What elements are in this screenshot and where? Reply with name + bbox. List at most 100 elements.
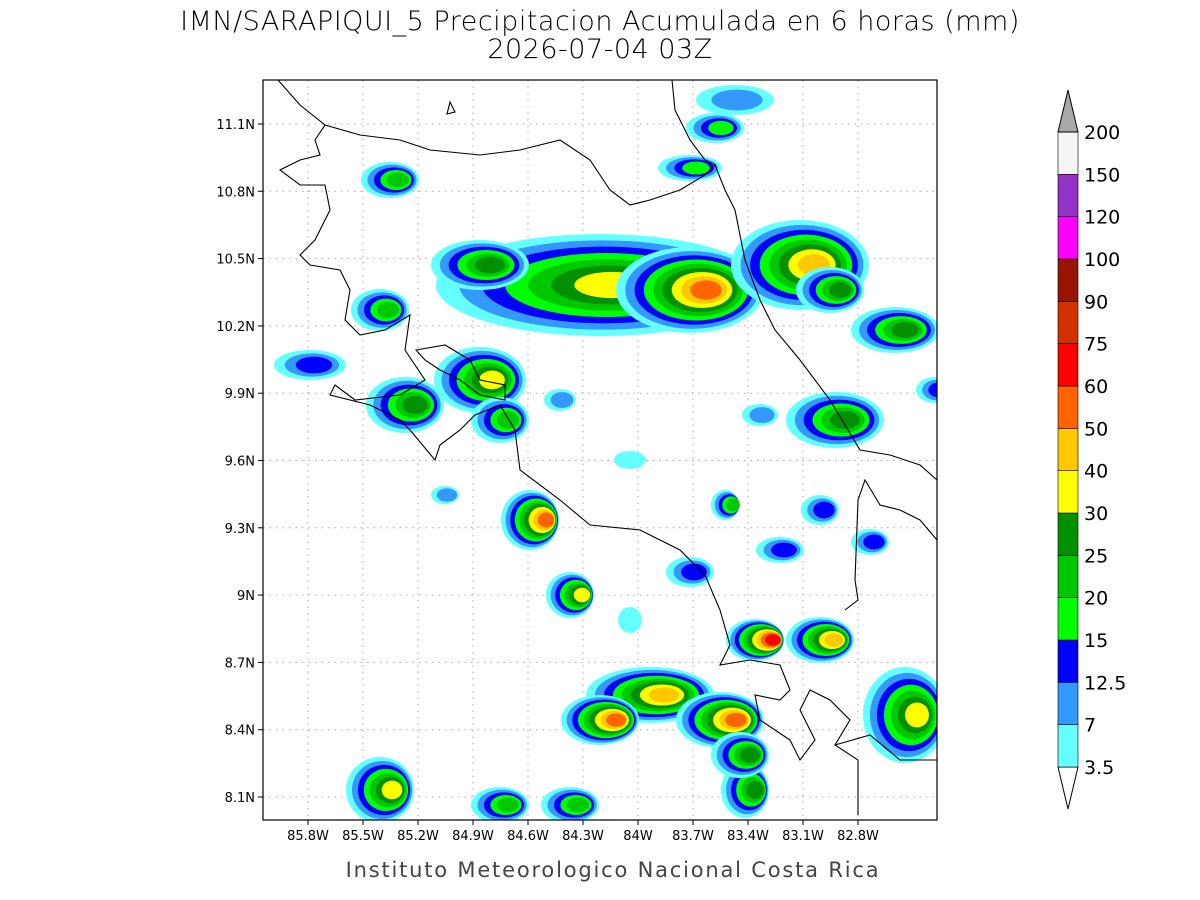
colorbar-label: 200 <box>1084 122 1120 144</box>
y-tick-label: 8.7N <box>225 656 255 671</box>
map-frame <box>262 79 938 821</box>
rain-contour <box>725 712 747 728</box>
rain-contour <box>295 356 333 374</box>
y-tick-label: 9.6N <box>225 455 255 470</box>
y-tick-label: 11.1N <box>216 118 255 133</box>
rain-contour <box>537 512 555 528</box>
colorbar-swatch <box>1057 301 1079 344</box>
colorbar-swatch <box>1057 216 1079 260</box>
coastline <box>414 344 506 401</box>
y-tick-label: 9.9N <box>225 387 255 402</box>
border <box>324 124 937 481</box>
island <box>446 100 456 115</box>
colorbar-swatch <box>1057 470 1079 514</box>
rain-contour <box>614 451 646 469</box>
x-tick-label: 84.3W <box>562 829 604 844</box>
rain-contour <box>828 282 852 298</box>
colorbar-label: 25 <box>1084 545 1108 567</box>
rain-contour <box>749 407 775 423</box>
coastlines <box>277 80 937 815</box>
rain-contour <box>726 498 740 512</box>
x-tick-label: 84.6W <box>507 829 549 844</box>
colorbar-label: 15 <box>1084 630 1108 652</box>
rain-contour <box>496 797 520 813</box>
colorbar-label: 30 <box>1084 503 1108 525</box>
colorbar-label: 75 <box>1084 334 1108 356</box>
rain-contour <box>739 747 761 763</box>
x-tick-label: 84W <box>623 829 653 844</box>
colorbar-swatch <box>1057 428 1079 471</box>
x-tick-label: 84.9W <box>452 829 494 844</box>
rain-contour <box>606 713 626 727</box>
colorbar-swatch <box>1057 385 1079 429</box>
y-tick-label: 9N <box>237 589 255 604</box>
rain-contour <box>746 780 764 800</box>
rain-contour <box>376 301 400 319</box>
x-tick-label: 82.8W <box>837 829 879 844</box>
colorbar-label: 100 <box>1084 249 1120 271</box>
coastline <box>671 80 937 761</box>
colorbar-under <box>1057 766 1079 810</box>
colorbar-over <box>1057 89 1079 133</box>
colorbar-label: 120 <box>1084 207 1120 229</box>
x-tick-label: 85.5W <box>342 829 384 844</box>
rain-contour <box>648 687 680 703</box>
rain-contour <box>381 780 403 800</box>
colorbar-swatch <box>1057 597 1079 641</box>
rain-contour <box>566 797 590 813</box>
rain-contour <box>824 633 844 647</box>
x-tick-label: 85.8W <box>287 829 329 844</box>
colorbar-label: 150 <box>1084 164 1120 186</box>
rain-contour <box>475 256 505 274</box>
colorbar-swatch <box>1057 724 1079 768</box>
colorbar-label: 50 <box>1084 418 1108 440</box>
rain-contour <box>690 280 722 300</box>
x-tick-label: 83.7W <box>672 829 714 844</box>
colorbar: 3.5 7 12.5 15 20 25 30 40 50 60 75 90 100 120 150 200 <box>1057 89 1126 810</box>
subtitle: 2026-07-04 03Z <box>487 34 712 65</box>
colorbar-label: 60 <box>1084 376 1108 398</box>
colorbar-swatch <box>1057 131 1079 175</box>
x-tick-label: 83.1W <box>782 829 824 844</box>
rain-contour <box>928 382 937 398</box>
colorbar-swatch <box>1057 343 1079 387</box>
rain-contour <box>891 322 919 338</box>
rain-contour <box>496 411 520 429</box>
rain-contour <box>711 89 763 111</box>
y-tick-label: 10.5N <box>216 253 255 268</box>
rain-contour <box>771 542 797 558</box>
coastline <box>277 80 859 815</box>
rain-contour <box>436 488 458 502</box>
colorbar-label: 3.5 <box>1084 757 1114 779</box>
colorbar-swatch <box>1057 512 1079 556</box>
colorbar-swatch <box>1057 174 1079 218</box>
colorbar-swatch <box>1057 639 1079 683</box>
axes: 85.8W 85.5W 85.2W 84.9W 84.6W 84.3W 84W 83.7W 83… <box>216 118 879 844</box>
colorbar-label: 90 <box>1084 291 1108 313</box>
rain-contour <box>386 172 410 188</box>
colorbar-label: 12.5 <box>1084 672 1126 694</box>
y-tick-label: 8.1N <box>225 791 255 806</box>
rain-contour <box>863 534 885 550</box>
rain-contour <box>765 634 781 646</box>
rain-contour <box>402 395 428 415</box>
y-tick-label: 10.2N <box>216 320 255 335</box>
rain-contour <box>905 702 929 728</box>
colorbar-label: 20 <box>1084 588 1108 610</box>
title: IMN/SARAPIQUI_5 Precipitacion Acumulada … <box>180 6 1020 37</box>
rain-contour <box>681 563 707 581</box>
rain-contour <box>479 370 505 390</box>
rain-contour <box>708 120 734 136</box>
rain-contour <box>830 410 860 430</box>
rain-contour <box>682 161 710 175</box>
precipitation-field <box>274 85 937 820</box>
colorbar-label: 7 <box>1084 715 1096 737</box>
footer: Instituto Meteorologico Nacional Costa R… <box>346 858 881 882</box>
colorbar-swatch <box>1057 555 1079 598</box>
rain-contour <box>813 501 835 519</box>
colorbar-swatch <box>1057 258 1079 302</box>
y-tick-label: 9.3N <box>225 522 255 537</box>
rain-contour <box>618 607 642 633</box>
colorbar-label: 40 <box>1084 461 1108 483</box>
